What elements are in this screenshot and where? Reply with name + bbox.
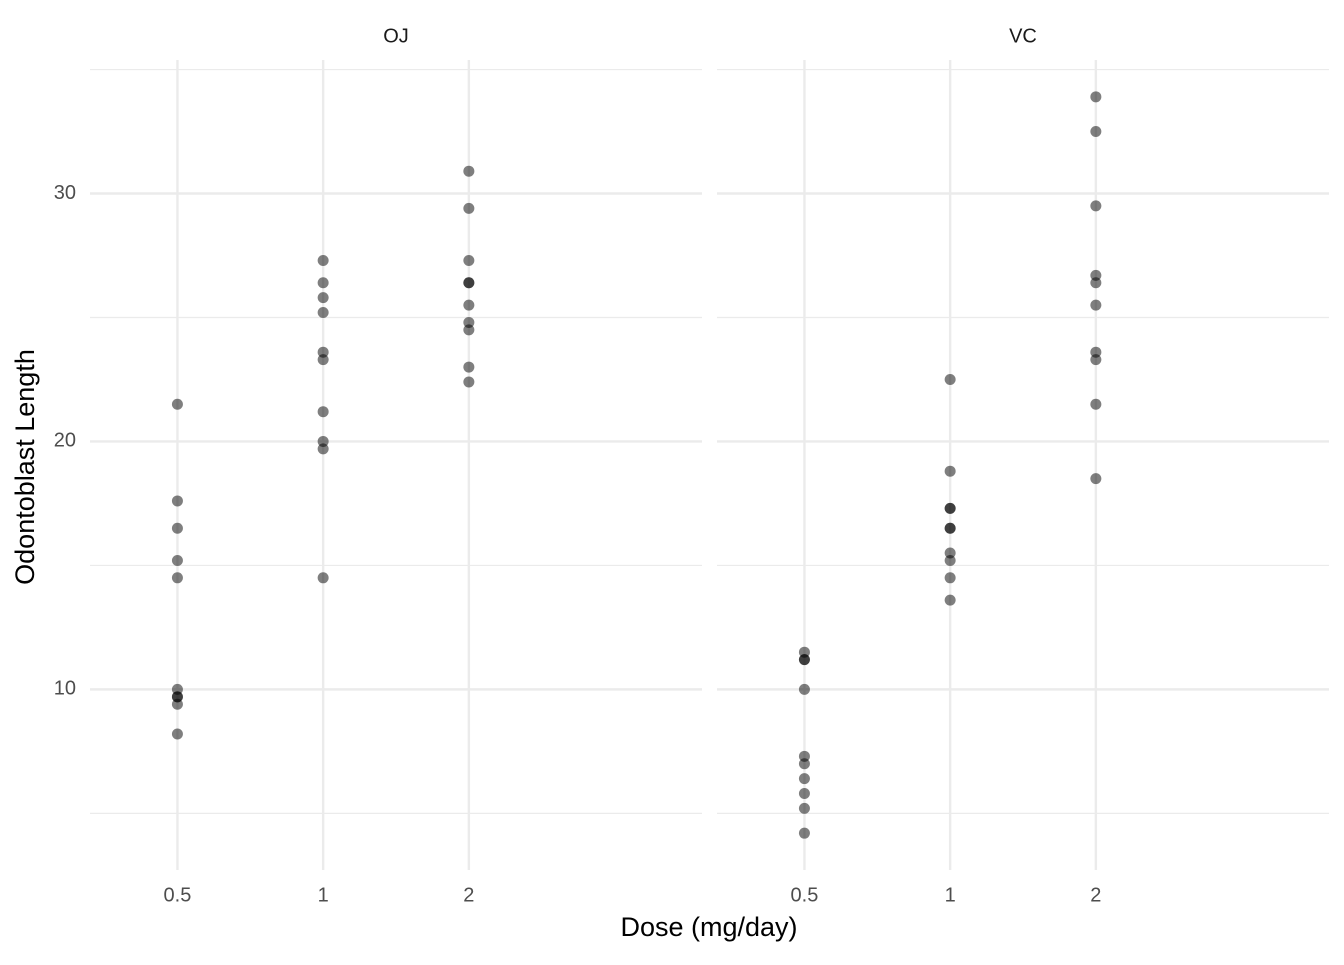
point <box>463 277 475 289</box>
y-tick-label: 10 <box>54 678 76 700</box>
point <box>171 728 183 740</box>
point <box>1090 126 1102 138</box>
point <box>171 691 183 703</box>
point <box>171 554 183 566</box>
point <box>463 202 475 214</box>
y-tick-label: 20 <box>54 430 76 452</box>
point <box>798 654 810 666</box>
point <box>798 683 810 695</box>
point <box>1090 354 1102 366</box>
point <box>1090 473 1102 485</box>
point <box>463 376 475 388</box>
point <box>317 292 329 304</box>
point <box>798 802 810 814</box>
x-tick-label: 0.5 <box>164 884 192 906</box>
point <box>317 346 329 358</box>
point <box>171 572 183 584</box>
point <box>317 406 329 418</box>
point <box>317 572 329 584</box>
point <box>463 254 475 266</box>
point <box>944 373 956 385</box>
point <box>798 788 810 800</box>
point <box>463 361 475 373</box>
point <box>798 758 810 770</box>
point <box>944 465 956 477</box>
y-tick-label: 30 <box>54 182 76 204</box>
point <box>798 827 810 839</box>
point <box>1090 299 1102 311</box>
x-tick-label: 1 <box>945 884 956 906</box>
point <box>798 773 810 785</box>
point <box>944 522 956 534</box>
point <box>171 398 183 410</box>
point <box>171 495 183 507</box>
point <box>1090 398 1102 410</box>
point <box>944 502 956 514</box>
x-tick-label: 2 <box>1090 884 1101 906</box>
point <box>944 594 956 606</box>
point <box>944 547 956 559</box>
x-tick-label: 0.5 <box>791 884 819 906</box>
point <box>1090 269 1102 281</box>
point <box>463 299 475 311</box>
panel-title: VC <box>1009 25 1037 47</box>
point <box>1090 91 1102 103</box>
point <box>317 435 329 447</box>
panel-title: OJ <box>383 25 409 47</box>
x-tick-label: 2 <box>463 884 474 906</box>
point <box>317 307 329 319</box>
point <box>463 165 475 177</box>
point <box>1090 200 1102 212</box>
x-tick-label: 1 <box>318 884 329 906</box>
point <box>463 316 475 328</box>
point <box>944 572 956 584</box>
point <box>317 277 329 289</box>
x-axis-title: Dose (mg/day) <box>620 912 797 942</box>
point <box>171 522 183 534</box>
y-axis-title: Odontoblast Length <box>10 349 40 585</box>
point <box>317 254 329 266</box>
